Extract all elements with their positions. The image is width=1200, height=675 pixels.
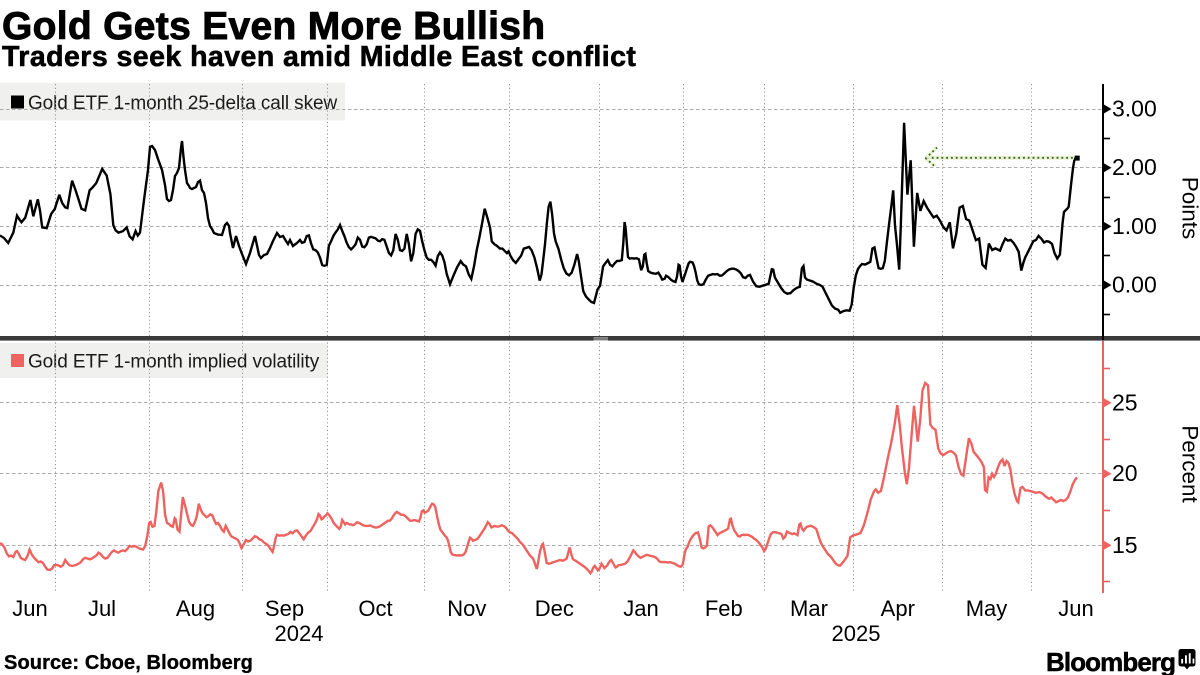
svg-text:2024: 2024 — [275, 621, 324, 646]
svg-text:2025: 2025 — [832, 621, 881, 646]
svg-text:Percent: Percent — [1178, 425, 1200, 503]
svg-text:25: 25 — [1112, 389, 1138, 415]
svg-text:Bloomberg: Bloomberg — [1046, 647, 1175, 675]
svg-text:Jun: Jun — [12, 596, 47, 621]
svg-text:Gold ETF 1-month 25-delta call: Gold ETF 1-month 25-delta call skew — [28, 93, 337, 114]
svg-text:Source: Cboe, Bloomberg: Source: Cboe, Bloomberg — [4, 652, 253, 674]
svg-text:3.00: 3.00 — [1112, 96, 1157, 122]
svg-text:Traders seek haven amid Middle: Traders seek haven amid Middle East conf… — [2, 41, 636, 73]
svg-text:Gold Gets Even More Bullish: Gold Gets Even More Bullish — [2, 5, 545, 48]
svg-text:Aug: Aug — [176, 596, 215, 621]
svg-text:Dec: Dec — [535, 596, 574, 621]
svg-text:Feb: Feb — [705, 596, 743, 621]
svg-text:Nov: Nov — [447, 596, 486, 621]
svg-text:Mar: Mar — [790, 596, 828, 621]
svg-text:Jan: Jan — [623, 596, 658, 621]
svg-text:Gold ETF 1-month implied volat: Gold ETF 1-month implied volatility — [28, 352, 320, 373]
svg-text:Apr: Apr — [881, 596, 915, 621]
svg-text:20: 20 — [1112, 460, 1138, 486]
svg-text:2.00: 2.00 — [1112, 154, 1157, 180]
svg-text:15: 15 — [1112, 532, 1138, 558]
svg-text:Sep: Sep — [265, 596, 304, 621]
svg-text:May: May — [966, 596, 1008, 621]
svg-text:Oct: Oct — [358, 596, 392, 621]
svg-text:0.00: 0.00 — [1112, 272, 1157, 298]
svg-text:1.00: 1.00 — [1112, 213, 1157, 239]
svg-text:Jul: Jul — [88, 596, 116, 621]
svg-text:Jun: Jun — [1058, 596, 1093, 621]
svg-text:Points: Points — [1178, 177, 1200, 240]
